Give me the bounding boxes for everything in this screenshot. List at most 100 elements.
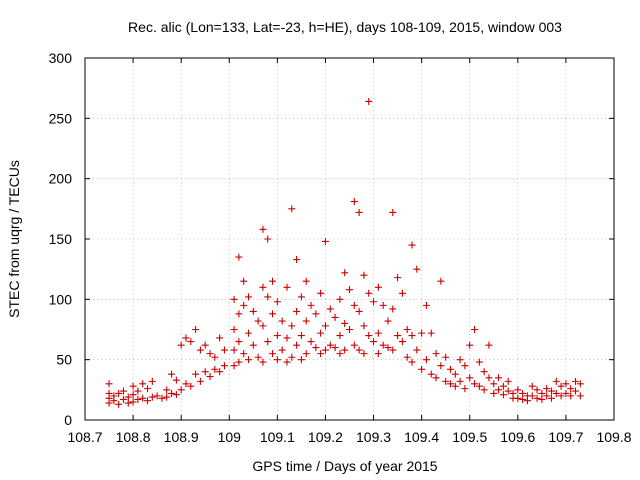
data-point [475,358,483,366]
x-tick-label: 109.3 [356,429,391,445]
data-point [437,277,445,285]
data-points [105,97,584,408]
data-point [187,338,195,346]
data-point [446,365,454,373]
data-point [235,310,243,318]
data-point [144,385,152,393]
data-point [144,397,152,405]
data-point [230,326,238,333]
data-point [240,301,248,309]
data-point [115,389,123,397]
y-tick-label: 150 [49,231,73,247]
data-point [543,392,551,400]
data-point [355,208,363,216]
data-point [389,346,397,354]
data-point [139,394,147,402]
data-point [273,332,281,340]
data-point [408,241,416,249]
data-point [211,365,219,373]
data-point [490,380,498,388]
x-tick-label: 109 [218,429,242,445]
x-tick-label: 108.8 [116,429,151,445]
data-point [163,386,171,394]
data-point [350,198,358,206]
x-tick-label: 108.9 [164,429,199,445]
data-point [134,395,142,403]
data-point [148,377,156,385]
data-point [321,322,329,330]
data-point [105,380,113,388]
y-tick-label: 0 [64,412,72,428]
data-point [346,286,353,294]
data-point [562,389,570,397]
data-point [370,298,378,306]
data-point [206,373,214,381]
data-point [331,313,339,321]
data-point [394,274,402,282]
y-tick-label: 300 [49,50,73,66]
data-point [177,341,185,349]
data-point [538,395,546,403]
data-point [456,377,464,385]
data-point [514,394,522,402]
x-tick-label: 109.2 [308,429,343,445]
x-tick-label: 109.1 [260,429,295,445]
x-tick-label: 109.7 [548,429,583,445]
data-point [533,386,541,394]
data-point [110,397,118,405]
x-tick-label: 108.7 [67,429,102,445]
data-point [336,350,344,358]
y-tick-label: 200 [49,171,73,187]
data-point [350,301,358,309]
data-point [321,237,329,245]
data-point [182,334,190,342]
data-point [471,326,479,333]
data-point [269,277,277,285]
data-point [273,298,281,306]
data-point [519,395,527,403]
data-point [499,391,507,399]
data-point [490,389,498,397]
data-point [341,319,349,327]
data-point [312,344,320,352]
data-point [297,293,305,301]
data-point [206,350,214,358]
data-point [456,356,464,364]
data-point [317,329,325,337]
data-point [283,358,291,366]
data-point [442,353,450,361]
data-point [360,271,368,279]
data-point [336,295,344,303]
data-point [220,346,228,354]
data-point [466,341,474,349]
data-point [240,277,248,285]
data-point [177,386,185,394]
data-point [259,283,267,291]
data-point [196,377,204,385]
data-point [249,307,257,315]
data-point [201,368,209,376]
data-point [293,256,301,264]
grid [85,58,614,420]
y-tick-label: 250 [49,110,73,126]
data-point [499,382,507,390]
data-point [240,350,248,358]
data-point [374,283,382,291]
data-point [264,338,272,346]
data-point [259,225,267,233]
y-tick-labels: 0 50 100 150 200 250 300 [49,50,73,428]
data-point [480,386,488,394]
data-point [288,205,296,213]
data-point [201,341,209,349]
x-tick-labels: 108.7 108.8 108.9 109 109.1 109.2 109.3 109.4 10… [67,429,631,445]
data-point [245,293,253,301]
data-point [471,380,479,388]
data-point [297,332,305,340]
data-point [172,376,180,384]
data-point [297,356,305,364]
data-point [398,289,406,297]
data-point [307,338,315,346]
data-point [172,391,180,399]
data-point [230,362,238,370]
data-point [466,374,474,382]
